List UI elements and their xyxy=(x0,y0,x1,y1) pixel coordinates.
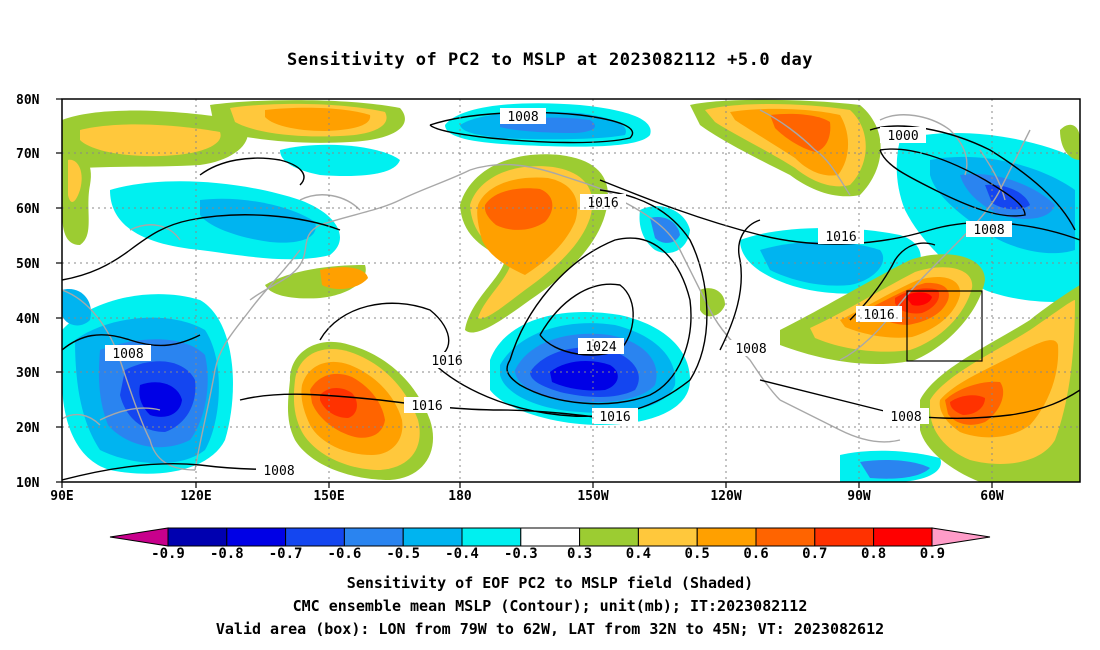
graticule xyxy=(62,99,1080,482)
lat-label-50n: 50N xyxy=(16,257,40,272)
colorbar: -0.9 -0.8 -0.7 -0.6 -0.5 -0.4 -0.3 0.3 0.4 0.5 0.6… xyxy=(109,527,991,562)
contour-label-1016-pacific-south: 1016 xyxy=(599,410,630,425)
contour-label-1008-california: 1008 xyxy=(735,342,766,357)
lon-label-120w: 120W xyxy=(710,489,741,504)
contour-label-1016-east-coast: 1016 xyxy=(863,308,894,323)
colorbar-tick-label: 0.6 xyxy=(743,546,768,562)
positive-anomaly-bering xyxy=(460,154,608,333)
lat-label-60n: 60N xyxy=(16,202,40,217)
lat-label-30n: 30N xyxy=(16,366,40,381)
lat-label-40n: 40N xyxy=(16,312,40,327)
contour-label-1008-north-pacific: 1008 xyxy=(507,110,538,125)
negative-anomaly-china xyxy=(62,289,233,474)
colorbar-tick-label: -0.6 xyxy=(328,546,362,562)
lon-label-60w: 60W xyxy=(980,489,1004,504)
contour-label-1008-caribbean: 1008 xyxy=(890,410,921,425)
contour-label-1024: 1024 xyxy=(585,340,616,355)
positive-anomaly-nw-pacific xyxy=(265,265,434,480)
colorbar-cell xyxy=(873,527,933,547)
contour-label-1016-central-pacific: 1016 xyxy=(411,399,442,414)
plot-title: Sensitivity of PC2 to MSLP at 2023082112… xyxy=(286,50,813,70)
colorbar-cell xyxy=(402,527,463,547)
lat-label-10n: 10N xyxy=(16,476,40,491)
valid-area-box xyxy=(906,290,983,362)
colorbar-over-arrow xyxy=(931,527,991,547)
colorbar-cell xyxy=(343,527,404,547)
positive-anomaly-canada xyxy=(690,99,1080,197)
contour-label-1008-china-coast: 1008 xyxy=(112,347,143,362)
contour-label-1000: 1000 xyxy=(887,129,918,144)
colorbar-cell xyxy=(814,527,875,547)
colorbar-cell xyxy=(755,527,816,547)
lon-label-120e: 120E xyxy=(180,489,211,504)
colorbar-tick-label: -0.7 xyxy=(269,546,303,562)
contour-label-1008-south-china-sea: 1008 xyxy=(263,464,294,479)
lat-label-70n: 70N xyxy=(16,147,40,162)
shaded-field xyxy=(62,99,1080,482)
colorbar-tick-label: -0.3 xyxy=(504,546,538,562)
contour-label-1016-bering: 1016 xyxy=(587,196,618,211)
colorbar-cell xyxy=(285,527,345,547)
negative-anomaly-pacific xyxy=(490,312,690,425)
lon-label-150e: 150E xyxy=(313,489,344,504)
colorbar-cell xyxy=(637,527,698,547)
colorbar-tick-label: -0.9 xyxy=(151,546,185,562)
colorbar-cell xyxy=(520,527,581,547)
colorbar-tick-label: 0.9 xyxy=(920,546,945,562)
footer-line-valid-area: Valid area (box): LON from 79W to 62W, L… xyxy=(215,620,885,638)
footer-line-contour: CMC ensemble mean MSLP (Contour); unit(m… xyxy=(292,597,808,615)
contour-label-1016-west-pacific: 1016 xyxy=(431,354,462,369)
colorbar-under-arrow xyxy=(109,527,169,547)
axis-ticks xyxy=(56,98,993,488)
colorbar-tick-label: -0.4 xyxy=(445,546,479,562)
colorbar-tick-label: -0.8 xyxy=(210,546,244,562)
colorbar-cell xyxy=(696,527,757,547)
colorbar-cell xyxy=(579,527,639,547)
negative-anomaly-atlantic xyxy=(639,132,1080,482)
colorbar-tick-label: 0.5 xyxy=(685,546,710,562)
contour-label-1016-canada: 1016 xyxy=(825,230,856,245)
positive-anomaly-arctic xyxy=(62,100,405,245)
contour-label-1008-atlantic: 1008 xyxy=(973,223,1004,238)
lon-label-180: 180 xyxy=(448,489,472,504)
lon-label-90e: 90E xyxy=(50,489,73,504)
lon-label-90w: 90W xyxy=(847,489,871,504)
lon-label-150w: 150W xyxy=(577,489,608,504)
lat-label-20n: 20N xyxy=(16,421,40,436)
colorbar-tick-label: 0.3 xyxy=(567,546,592,562)
footer-line-shading: Sensitivity of EOF PC2 to MSLP field (Sh… xyxy=(346,574,754,592)
colorbar-tick-label: 0.8 xyxy=(861,546,886,562)
colorbar-tick-label: 0.4 xyxy=(626,546,651,562)
colorbar-tick-label: -0.5 xyxy=(386,546,420,562)
plot-frame xyxy=(61,98,1081,483)
lon-labels: 90E 120E 150E 180 150W 120W 90W 60W xyxy=(50,489,1004,504)
colorbar-cell xyxy=(167,527,228,547)
contour-labels: 1008 1000 1016 1016 1008 1016 1024 1016 … xyxy=(105,108,1012,479)
colorbar-cell xyxy=(461,527,522,547)
lat-label-80n: 80N xyxy=(16,93,40,108)
lat-labels: 80N 70N 60N 50N 40N 30N 20N 10N xyxy=(16,93,40,491)
colorbar-cell xyxy=(226,527,287,547)
colorbar-tick-label: 0.7 xyxy=(802,546,827,562)
positive-anomaly-atlantic-subtropics xyxy=(920,285,1080,482)
